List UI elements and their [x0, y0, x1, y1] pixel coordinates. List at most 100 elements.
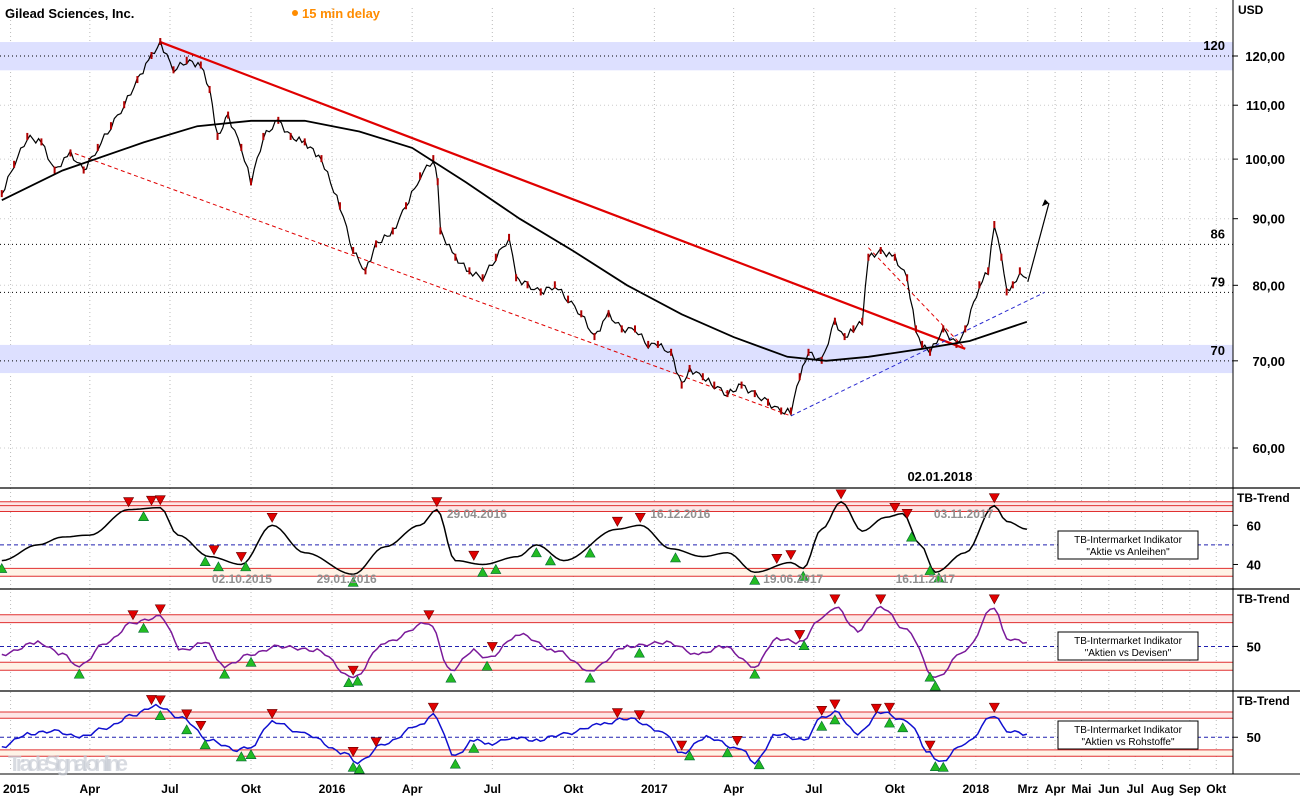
- price-candle: [539, 288, 542, 296]
- y-tick-label: 70,00: [1252, 354, 1285, 369]
- price-candle: [185, 56, 188, 64]
- indicator-legend: [1057, 720, 1199, 750]
- buy-signal-icon: [924, 565, 936, 575]
- price-candle: [656, 340, 659, 348]
- indicator-legend: [1057, 530, 1199, 560]
- price-candle: [432, 155, 435, 163]
- y-tick-label: 80,00: [1252, 278, 1285, 293]
- level-label: 70: [1211, 343, 1225, 358]
- signal-date-annotation: 19.06.2017: [763, 572, 823, 586]
- sell-signal-icon: [884, 702, 896, 713]
- indicator-title: TB-Trend: [1237, 694, 1290, 708]
- price-candle: [1011, 281, 1014, 289]
- price-candle: [405, 202, 408, 210]
- delay-label: 15 min delay: [302, 6, 381, 21]
- sell-signal-icon: [145, 495, 157, 506]
- buy-signal-icon: [584, 672, 596, 683]
- buy-signal-icon: [633, 647, 645, 658]
- x-tick-label: Okt: [1206, 782, 1226, 796]
- sell-signal-icon: [829, 699, 841, 710]
- price-candle: [852, 325, 855, 333]
- sell-signal-icon: [633, 710, 645, 721]
- price-candle: [172, 66, 175, 74]
- price-candle: [607, 310, 610, 318]
- buy-signal-icon: [684, 750, 696, 761]
- x-tick-label: Jul: [484, 782, 501, 796]
- buy-signal-icon: [481, 660, 493, 671]
- buy-signal-icon: [929, 761, 941, 772]
- indicator-title: TB-Trend: [1237, 592, 1290, 606]
- indicator-panel: 60 40 TB-Trend 29.04.2016 16.12.2016 03.11.20…: [0, 489, 1290, 587]
- x-tick-label: Apr: [1045, 782, 1066, 796]
- sell-signal-icon: [181, 709, 193, 720]
- price-candle: [987, 267, 990, 275]
- date-annotation: 02.01.2018: [907, 469, 972, 484]
- buy-signal-icon: [138, 622, 150, 633]
- price-candle: [807, 348, 810, 356]
- price-candle: [338, 202, 341, 210]
- price-candle: [680, 381, 683, 389]
- price-candle: [633, 325, 636, 333]
- price-candle: [893, 253, 896, 261]
- sell-signal-icon: [816, 705, 828, 716]
- price-candle: [0, 190, 3, 198]
- trendline-channel: [868, 247, 966, 350]
- price-candle: [391, 227, 394, 235]
- delay-dot-icon: [292, 10, 298, 16]
- buy-signal-icon: [924, 671, 936, 682]
- indicator-panel: 50 TB-Trend TB-Intermarket Indikator"Aktie…: [0, 694, 1290, 774]
- buy-signal-icon: [468, 742, 480, 753]
- price-candle: [1018, 267, 1021, 275]
- sell-signal-icon: [347, 747, 359, 757]
- trendlines: [74, 41, 1050, 417]
- sell-signal-icon: [676, 740, 688, 751]
- price-candle: [515, 274, 518, 282]
- price-candle: [159, 38, 162, 46]
- y-tick-label: 110,00: [1246, 98, 1285, 113]
- price-candle: [208, 85, 211, 93]
- price-candle: [96, 143, 99, 151]
- trendline-resistance: [159, 41, 966, 350]
- price-zone: [0, 344, 1233, 374]
- price-candle: [40, 138, 43, 146]
- price-candle: [375, 240, 378, 248]
- price-candle: [914, 325, 917, 333]
- buy-signal-icon: [343, 677, 355, 688]
- sell-signal-icon: [154, 604, 166, 615]
- x-tick-label: Jun: [1098, 782, 1119, 796]
- price-candle: [964, 325, 967, 333]
- buy-signal-icon: [933, 572, 945, 583]
- price-candle: [701, 373, 704, 381]
- price-candle: [82, 166, 85, 174]
- sell-signal-icon: [870, 703, 882, 714]
- sell-signal-icon: [634, 512, 646, 523]
- buy-signal-icon: [477, 566, 489, 577]
- price-candle: [867, 253, 870, 261]
- buy-signal-icon: [212, 561, 224, 572]
- price-candle: [593, 333, 596, 341]
- price-candle: [942, 325, 945, 333]
- x-tick-label: 2016: [319, 782, 346, 796]
- price-candle: [419, 172, 422, 180]
- oversold-band: [0, 749, 1233, 757]
- price-candle: [553, 281, 556, 289]
- sell-signal-icon: [208, 545, 220, 556]
- level-label: 79: [1211, 274, 1225, 289]
- buy-signal-icon: [937, 761, 949, 772]
- price-candle: [216, 132, 219, 140]
- buy-signal-icon: [749, 574, 761, 585]
- sell-signal-icon: [988, 702, 1000, 713]
- buy-signal-icon: [219, 668, 231, 679]
- oversold-band: [0, 568, 1233, 577]
- oversold-band: [0, 662, 1233, 671]
- buy-signal-icon: [829, 714, 841, 725]
- indicator-legend: [1057, 631, 1199, 661]
- x-tick-label: Apr: [723, 782, 744, 796]
- buy-signal-icon: [181, 724, 193, 735]
- x-tick-label: Mai: [1072, 782, 1092, 796]
- sell-signal-icon: [235, 552, 247, 563]
- buy-signal-icon: [798, 640, 810, 651]
- price-candle: [1000, 253, 1003, 261]
- y-tick-label: 60,00: [1252, 441, 1285, 456]
